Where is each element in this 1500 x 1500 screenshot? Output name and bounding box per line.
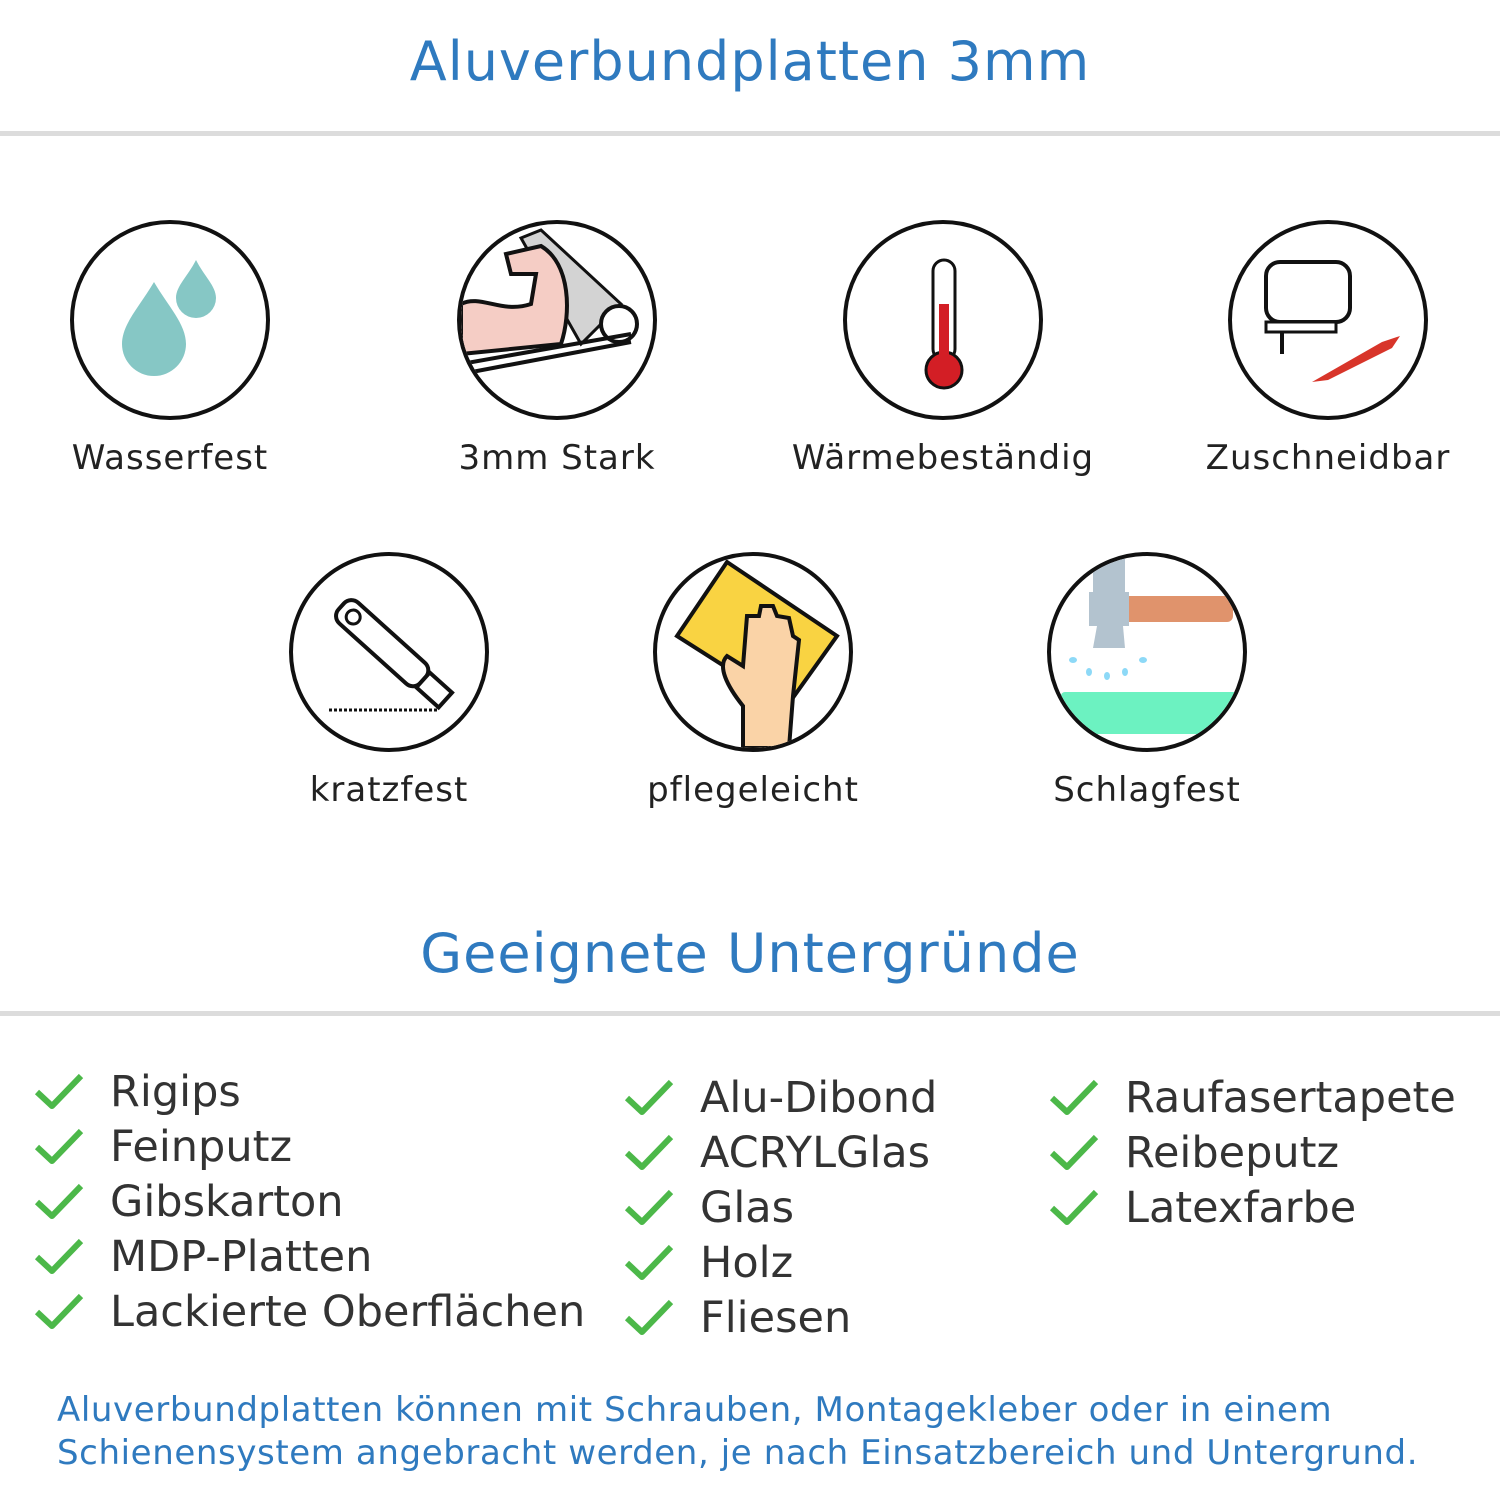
thermometer-icon [843, 220, 1043, 420]
surface-item: Rigips [34, 1064, 585, 1119]
surface-label: Raufasertapete [1125, 1072, 1456, 1123]
surface-label: MDP-Platten [110, 1231, 373, 1282]
surfaces-title: Geeignete Untergründe [420, 922, 1080, 985]
surface-label: Lackierte Oberflächen [110, 1286, 586, 1337]
surface-item: Alu-Dibond [624, 1070, 937, 1125]
jigsaw-icon [1228, 220, 1428, 420]
surface-item: Latexfarbe [1049, 1180, 1456, 1235]
check-icon [34, 1293, 84, 1329]
check-icon [624, 1189, 674, 1225]
divider [0, 1011, 1500, 1016]
feature-pflegeleicht: pflegeleicht [573, 552, 933, 810]
surface-label: ACRYLGlas [700, 1127, 931, 1178]
surface-label: Glas [700, 1182, 795, 1233]
note-line-1: Aluverbundplatten können mit Schrauben, … [57, 1390, 1333, 1430]
surface-item: Reibeputz [1049, 1125, 1456, 1180]
feature-schlagfest: Schlagfest [967, 552, 1327, 810]
feature-waermebestaendig: Wärmebeständig [763, 220, 1123, 478]
feature-kratzfest: kratzfest [209, 552, 569, 810]
surface-item: Gibskarton [34, 1174, 585, 1229]
surface-label: Latexfarbe [1125, 1182, 1357, 1233]
cleaning-hand-icon [653, 552, 853, 752]
feature-wasserfest: Wasserfest [0, 220, 350, 478]
check-icon [624, 1244, 674, 1280]
surface-item: Feinputz [34, 1119, 585, 1174]
hammer-icon [1047, 552, 1247, 752]
surface-item: ACRYLGlas [624, 1125, 937, 1180]
feature-zuschneidbar: Zuschneidbar [1148, 220, 1500, 478]
surface-label: Fliesen [700, 1292, 852, 1343]
surfaces-column-1: Rigips Feinputz Gibskarton MDP-Platten Lacki… [34, 1064, 585, 1339]
check-icon [34, 1238, 84, 1274]
feature-label: Wasserfest [71, 438, 269, 478]
check-icon [624, 1134, 674, 1170]
surfaces-column-3: Raufasertapete Reibeputz Latexfarbe [1049, 1070, 1456, 1235]
surface-label: Rigips [110, 1066, 241, 1117]
check-icon [34, 1183, 84, 1219]
divider [0, 131, 1500, 136]
surfaces-column-2: Alu-Dibond ACRYLGlas Glas Holz Fliesen [624, 1070, 937, 1345]
surface-label: Alu-Dibond [700, 1072, 938, 1123]
mounting-note: Aluverbundplatten können mit Schrauben, … [57, 1389, 1418, 1475]
page-title: Aluverbundplatten 3mm [409, 30, 1091, 93]
feature-label: pflegeleicht [647, 770, 859, 810]
feature-label: kratzfest [309, 770, 469, 810]
cutter-knife-icon [289, 552, 489, 752]
feature-label: 3mm Stark [458, 438, 656, 478]
surface-item: Glas [624, 1180, 937, 1235]
check-icon [34, 1128, 84, 1164]
surface-item: MDP-Platten [34, 1229, 585, 1284]
feature-label: Wärmebeständig [791, 438, 1095, 478]
check-icon [34, 1073, 84, 1109]
check-icon [1049, 1079, 1099, 1115]
surface-label: Feinputz [110, 1121, 293, 1172]
check-icon [1049, 1134, 1099, 1170]
surface-label: Reibeputz [1125, 1127, 1340, 1178]
check-icon [624, 1299, 674, 1335]
check-icon [1049, 1189, 1099, 1225]
feature-label: Schlagfest [1053, 770, 1241, 810]
water-drops-icon [70, 220, 270, 420]
surface-item: Fliesen [624, 1290, 937, 1345]
surface-item: Raufasertapete [1049, 1070, 1456, 1125]
muscle-arm-icon [457, 220, 657, 420]
surface-item: Holz [624, 1235, 937, 1290]
feature-3mm-stark: 3mm Stark [377, 220, 737, 478]
check-icon [624, 1079, 674, 1115]
feature-label: Zuschneidbar [1205, 438, 1451, 478]
surface-item: Lackierte Oberflächen [34, 1284, 585, 1339]
note-line-2: Schienensystem angebracht werden, je nac… [57, 1433, 1419, 1473]
surface-label: Holz [700, 1237, 794, 1288]
surface-label: Gibskarton [110, 1176, 344, 1227]
